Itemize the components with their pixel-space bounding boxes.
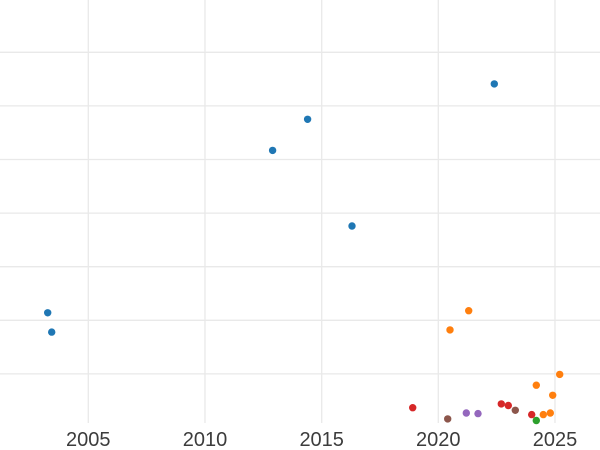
horizontal-gridlines xyxy=(0,51,600,375)
data-point-red xyxy=(528,410,536,419)
data-point-brown xyxy=(511,406,519,414)
data-point-orange xyxy=(556,370,564,379)
x-tick-label-2010: 2010 xyxy=(183,429,228,450)
x-tick-label-2020: 2020 xyxy=(416,429,461,450)
data-point-blue xyxy=(348,222,356,230)
data-points xyxy=(44,80,564,425)
data-point-blue xyxy=(48,328,56,336)
data-point-brown xyxy=(444,415,452,423)
data-point-orange xyxy=(446,326,454,334)
x-tick-label-2015: 2015 xyxy=(299,429,344,450)
data-point-blue xyxy=(490,80,498,88)
data-point-purple xyxy=(474,409,482,418)
vertical-gridlines xyxy=(87,0,556,423)
data-point-red xyxy=(497,400,505,408)
data-point-blue xyxy=(268,146,277,155)
data-point-red xyxy=(504,401,512,410)
data-point-green xyxy=(532,416,540,425)
x-tick-label-2005: 2005 xyxy=(66,429,111,450)
data-point-orange xyxy=(539,410,547,419)
data-point-red xyxy=(409,404,417,412)
data-point-orange xyxy=(465,307,473,315)
data-point-orange xyxy=(532,381,540,389)
data-point-orange xyxy=(549,391,557,399)
x-tick-label-2025: 2025 xyxy=(533,429,578,450)
data-point-blue xyxy=(44,309,52,317)
data-point-blue xyxy=(303,115,312,124)
x-axis-tick-labels: 2005 2010 2015 2020 2025 xyxy=(66,429,577,450)
data-point-purple xyxy=(462,409,470,417)
data-point-orange xyxy=(546,409,554,417)
